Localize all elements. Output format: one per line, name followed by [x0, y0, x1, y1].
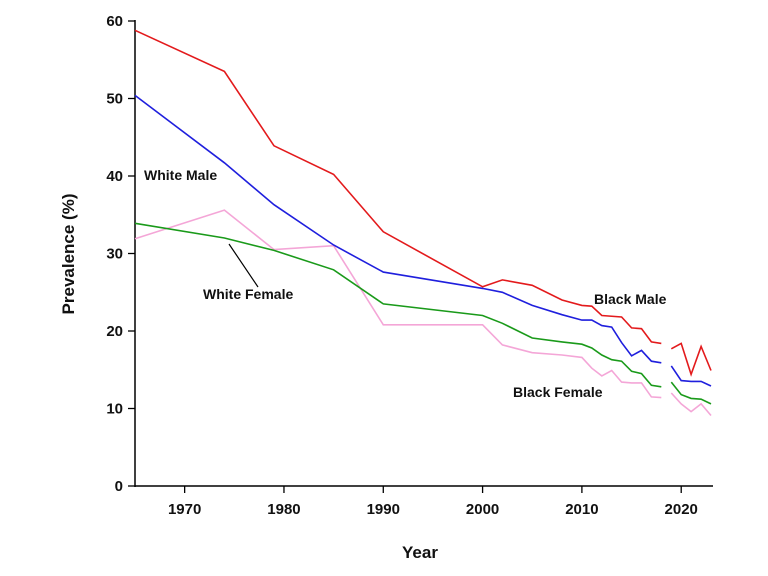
label-white-male: White Male: [144, 167, 217, 183]
series-line-black-female-segment-1: [134, 209, 662, 399]
white-female-leader-line: [228, 243, 259, 288]
label-black-male: Black Male: [594, 291, 667, 307]
label-white-female: White Female: [203, 286, 293, 302]
x-tick-label: 1980: [267, 501, 300, 518]
y-tick-label: 30: [106, 246, 123, 263]
x-tick-label: 1990: [367, 501, 400, 518]
y-tick-label: 40: [106, 168, 123, 185]
y-tick-label: 10: [106, 401, 123, 418]
x-tick-label: 2020: [665, 501, 698, 518]
ticks: 0 10 20 30 40 50 60 1970 1980 1990 2000 2010 2020: [106, 13, 698, 518]
series-line-black-male-segment-2: [670, 342, 712, 377]
label-black-female: Black Female: [513, 384, 603, 400]
y-tick-label: 0: [115, 478, 123, 495]
x-tick-label: 2000: [466, 501, 499, 518]
series-line-black-female-segment-2: [670, 392, 712, 417]
series-line-white-female-segment-1: [134, 222, 662, 388]
series-line-white-male-segment-2: [670, 365, 712, 387]
x-tick-label: 1970: [168, 501, 201, 518]
y-tick-label: 50: [106, 91, 123, 108]
series-line-white-female-segment-2: [670, 381, 712, 405]
series-line-black-male-segment-1: [134, 29, 662, 345]
series-line-white-male-segment-1: [134, 94, 662, 364]
y-tick-label: 60: [106, 13, 123, 30]
x-axis-title: Year: [402, 543, 438, 562]
y-axis-title: Prevalence (%): [59, 194, 78, 315]
annotation-layer: White Male White Female Black Male Black…: [144, 167, 667, 400]
x-tick-label: 2010: [565, 501, 598, 518]
series-layer: [134, 29, 712, 417]
y-tick-label: 20: [106, 323, 123, 340]
